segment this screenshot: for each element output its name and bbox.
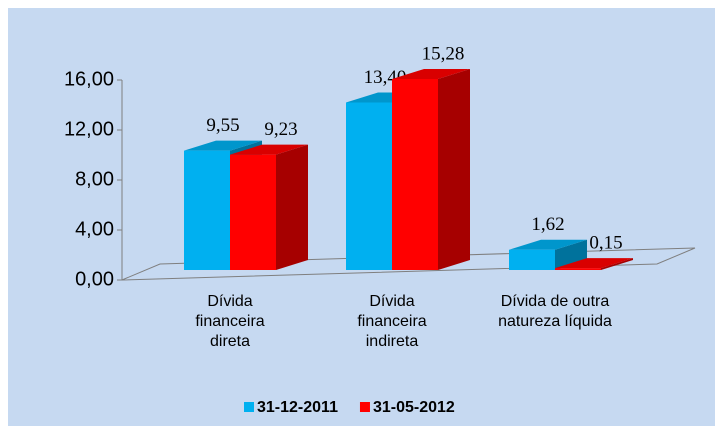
bar-side [276,144,308,270]
bar-top [555,258,633,269]
data-label: 0,15 [589,232,622,253]
legend-label: 31-05-2012 [373,399,455,416]
bar-front [555,268,601,270]
legend-label: 31-12-2011 [257,399,338,416]
y-tick-label: 8,00 [75,168,114,190]
data-label: 9,55 [206,115,239,136]
bar-side [601,258,633,270]
y-tick-label: 4,00 [75,218,114,240]
x-tick-label: Dívida financeira direta [195,293,265,350]
y-tick-label: 12,00 [64,118,114,140]
bar [230,144,308,270]
floor [121,247,696,281]
legend-marker [359,402,370,412]
bar-front [184,150,230,270]
bar-front [230,154,276,270]
data-label: 9,23 [264,119,297,140]
bar-front [346,102,392,270]
bar-side [438,69,470,270]
x-tick-label: Dívida de outra natureza líquida [498,293,612,330]
bar-top [184,140,262,151]
bar-top [392,69,470,79]
bar [392,69,470,270]
bar-front [392,79,438,270]
x-tick-label: Dívida financeira indireta [357,293,427,350]
legend-marker [244,402,254,412]
y-tick-label: 16,00 [64,68,114,90]
y-tick-label: 0,00 [75,268,114,290]
data-label: 15,28 [422,43,465,64]
bar-front [509,249,555,270]
bar-top [509,239,587,250]
data-label: 1,62 [531,214,564,235]
bar [555,258,633,270]
bar-top [230,144,308,155]
